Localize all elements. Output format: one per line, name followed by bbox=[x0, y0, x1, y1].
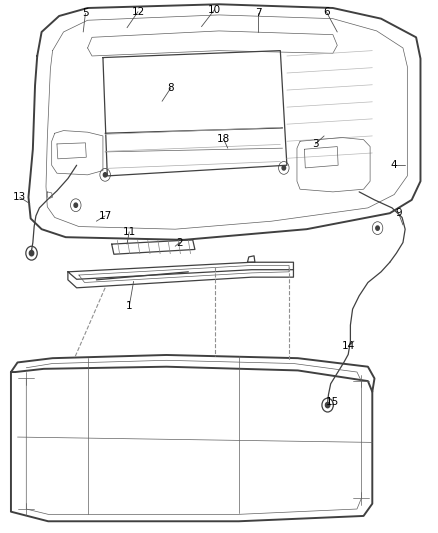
Text: 3: 3 bbox=[312, 139, 319, 149]
Circle shape bbox=[103, 173, 107, 177]
Text: 2: 2 bbox=[176, 238, 183, 247]
Text: 1: 1 bbox=[126, 302, 133, 311]
Text: 17: 17 bbox=[99, 211, 112, 221]
Text: 12: 12 bbox=[131, 7, 145, 17]
Text: 15: 15 bbox=[326, 398, 339, 407]
Text: 10: 10 bbox=[208, 5, 221, 14]
Text: 14: 14 bbox=[342, 342, 355, 351]
Text: 7: 7 bbox=[255, 9, 262, 18]
Circle shape bbox=[29, 251, 34, 256]
Text: 8: 8 bbox=[167, 83, 174, 93]
Text: 5: 5 bbox=[82, 9, 89, 18]
Text: 4: 4 bbox=[391, 160, 398, 170]
Text: 6: 6 bbox=[323, 7, 330, 17]
Text: 9: 9 bbox=[395, 208, 402, 218]
Circle shape bbox=[325, 402, 330, 408]
Circle shape bbox=[282, 166, 286, 170]
Text: 18: 18 bbox=[217, 134, 230, 143]
Circle shape bbox=[376, 226, 379, 230]
Text: 13: 13 bbox=[13, 192, 26, 202]
Text: 11: 11 bbox=[123, 227, 136, 237]
Circle shape bbox=[74, 203, 78, 207]
